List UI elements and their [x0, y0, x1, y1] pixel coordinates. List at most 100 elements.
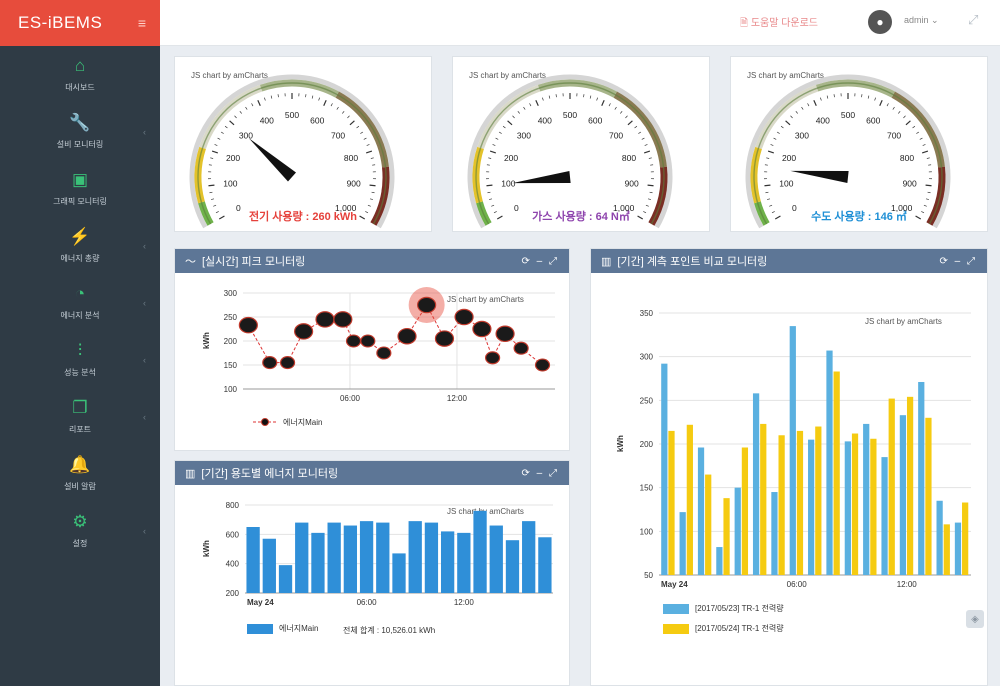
sidebar-item-label: 에너지 총량	[60, 253, 100, 263]
sidebar-item-label: 설정	[72, 538, 88, 548]
y-tick-label: 200	[226, 589, 240, 598]
bar	[278, 565, 293, 593]
legend-swatch	[663, 603, 689, 614]
gauge-tick	[217, 137, 221, 140]
line-chart-icon: 〜	[185, 256, 196, 268]
usage-legend[interactable]: 에너지Main	[247, 623, 318, 634]
compare-monitor-panel: ▥ [기간] 계측 포인트 비교 모니터링 ⟳ – ⤢ JS chart by …	[590, 248, 988, 686]
sidebar-item-9[interactable]: ⚙ 설정 ‹	[0, 502, 160, 559]
legend-label: 에너지Main	[279, 624, 319, 633]
gauge-tick	[220, 131, 224, 134]
data-point	[534, 358, 551, 372]
app-logo[interactable]: ES-iBEMS	[18, 13, 103, 32]
gauge-tick	[529, 103, 532, 107]
legend-label: [2017/05/23] TR-1 전력량	[695, 604, 784, 613]
bar	[789, 326, 796, 575]
chevron-left-icon: ‹	[143, 412, 146, 422]
gauge-tick	[487, 191, 491, 194]
sidebar-item-8[interactable]: 🔔 설비 알람	[0, 445, 160, 502]
help-download-link[interactable]: 🗎 도움말 다운로드	[740, 14, 818, 33]
panel-tools-icon[interactable]: ⟳ – ⤢	[939, 255, 977, 267]
bar	[246, 527, 260, 593]
wrench-icon: 🔧	[69, 112, 91, 132]
water-gauge-card: JS chart by amCharts 수도 사용량 : 146 ㎥ 0 100 20…	[730, 56, 988, 232]
bar	[440, 531, 455, 593]
fullscreen-icon[interactable]: ⤢	[968, 12, 979, 27]
sidebar-item-3[interactable]: ▣ 그래픽 모니터링	[0, 160, 160, 217]
gauge-tick-label: 400	[538, 115, 552, 125]
gauge-rim	[189, 74, 395, 229]
bell-icon: 🔔	[69, 454, 91, 474]
bar	[668, 430, 675, 575]
gauge-tick	[542, 97, 544, 101]
bar	[424, 522, 439, 593]
gauge-tick	[648, 157, 652, 159]
data-point	[262, 356, 278, 370]
sidebar-item-label: 에너지 분석	[60, 310, 100, 320]
gauge-tick	[813, 100, 817, 106]
gauge-tick	[807, 103, 810, 107]
menu-toggle-icon[interactable]: ≡	[137, 15, 146, 31]
bar	[815, 426, 822, 575]
bar	[489, 525, 503, 593]
sidebar-item-4[interactable]: ⚡ 에너지 총량 ‹	[0, 217, 160, 274]
x-tick-label: 12:00	[454, 598, 475, 607]
gauge-tick	[211, 150, 219, 154]
gauge-needle	[512, 171, 571, 184]
bar	[863, 423, 870, 575]
gauge-tick	[359, 215, 366, 220]
gauge-tick	[496, 215, 503, 220]
avatar[interactable]: ●	[868, 10, 892, 34]
gauge-tick	[318, 97, 320, 101]
gauge-tick	[647, 198, 651, 200]
scroll-top-icon[interactable]: ◈	[966, 610, 984, 628]
gauge-tick	[369, 184, 376, 187]
bar	[954, 522, 962, 575]
gauge-tick	[820, 97, 822, 101]
sidebar-item-2[interactable]: 🔧 설비 모니터링 ‹	[0, 103, 160, 160]
gauge-tick	[270, 95, 273, 99]
panel-tools-icon[interactable]: ⟳ – ⤢	[521, 467, 559, 479]
compare-legend-item-2[interactable]: [2017/05/24] TR-1 전력량	[663, 623, 784, 634]
gauge-tick	[776, 131, 780, 134]
data-point	[279, 356, 296, 370]
y-tick-label: 200	[224, 337, 238, 346]
x-tick-label: May 24	[247, 598, 274, 607]
gauge-tick	[886, 103, 889, 107]
sidebar-item-5[interactable]: ◔ 에너지 분석 ‹	[0, 274, 160, 331]
gauge-tick	[251, 103, 254, 107]
gauge-tick	[215, 211, 219, 214]
panel-tools-icon[interactable]: ⟳ – ⤢	[521, 255, 559, 267]
compare-legend-item-1[interactable]: [2017/05/23] TR-1 전력량	[663, 603, 784, 614]
gauge-tick	[801, 106, 804, 110]
data-point	[333, 311, 353, 328]
peak-panel-header: 〜 [실시간] 피크 모니터링 ⟳ – ⤢	[175, 249, 569, 273]
gauge-tick-label: 200	[504, 153, 518, 163]
gauge-tick	[342, 110, 345, 114]
gauge-tick	[925, 184, 932, 187]
pdf-icon: 🗎	[740, 18, 749, 29]
legend-swatch	[663, 623, 689, 634]
gauge-tick	[767, 150, 775, 154]
gauge-tick-label: 600	[588, 115, 602, 125]
chart-credit: JS chart by amCharts	[469, 71, 546, 80]
sidebar-item-7[interactable]: ❐ 리포트 ‹	[0, 388, 160, 445]
gauge-dial: 0 100 200 300 400 500 600 700 800 900 1,000	[745, 74, 951, 229]
gauge-tick	[833, 94, 835, 98]
sidebar-item-1[interactable]: ⌂ 대시보드	[0, 46, 160, 103]
bar-chart-icon: ▥	[601, 255, 612, 268]
gauge-rim	[745, 74, 951, 229]
gauge-tick	[305, 94, 307, 98]
user-menu[interactable]: admin ⌄	[904, 15, 939, 25]
gauge-tick	[224, 125, 228, 129]
sidebar-item-6[interactable]: ⫶ 성능 분석 ‹	[0, 331, 160, 388]
gauge-tick	[489, 150, 497, 154]
gauge-tick	[925, 198, 929, 200]
gauge-tick-label: 0	[792, 203, 797, 213]
gauge-tick	[892, 106, 895, 110]
x-tick-label: 06:00	[357, 598, 378, 607]
gauge-tick	[625, 115, 628, 119]
bar	[808, 439, 815, 575]
data-point	[360, 334, 376, 348]
gauge-tick	[555, 94, 557, 98]
